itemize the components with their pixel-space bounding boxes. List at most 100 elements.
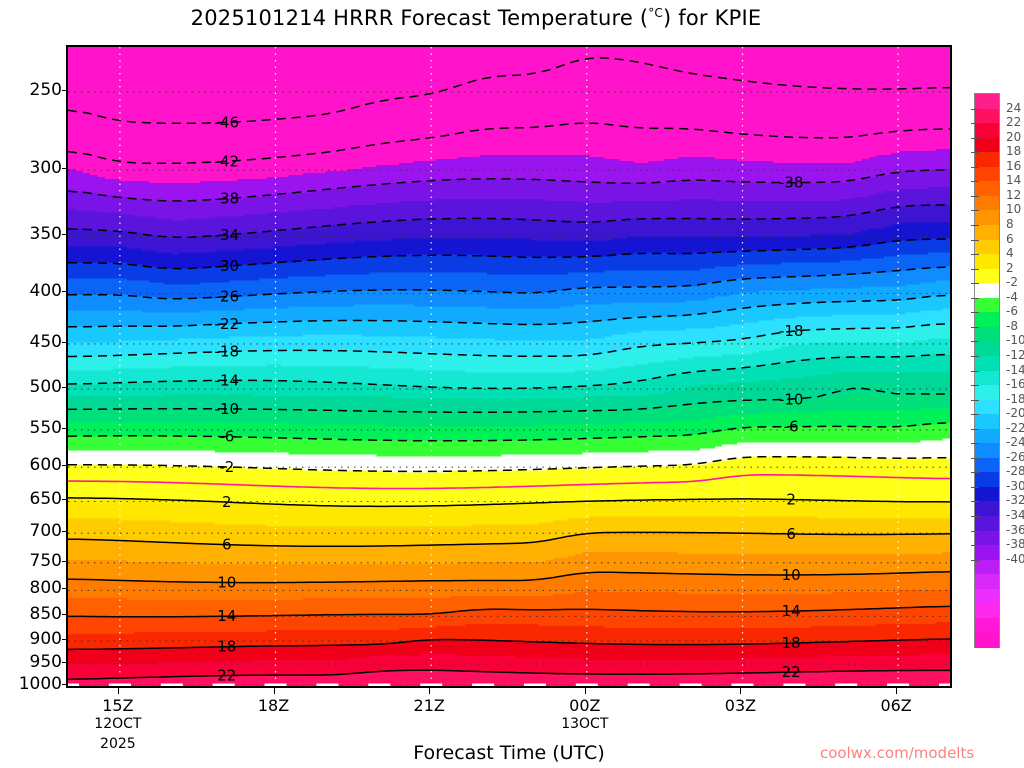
colorbar-label: -32 [1006,493,1024,508]
x-axis-year-label: 2025 [100,736,136,752]
x-axis-label: 18Z [257,696,290,715]
colorbar-tick [971,443,979,445]
contour-label: -2 [219,458,234,476]
colorbar-segment [975,312,999,328]
colorbar-label: -36 [1006,522,1024,537]
colorbar-segment [975,385,999,401]
title-suffix: ) for KPIE [663,6,762,30]
colorbar-tick [971,283,979,285]
contour-line--38 [68,169,950,202]
colorbar-tick [971,268,979,270]
colorbar-label: -10 [1006,333,1024,348]
colorbar-label: -8 [1006,318,1018,333]
colorbar-segment [975,108,999,124]
y-axis-label: 850 [29,604,62,625]
colorbar-label: -20 [1006,406,1024,421]
colorbar-segment [975,428,999,444]
colorbar-segment [975,326,999,342]
y-axis-tick [62,168,67,170]
colorbar-segment [975,94,999,110]
contour-label: -18 [215,343,240,361]
colorbar-label: -22 [1006,420,1024,435]
contour-labels: -46-46-42-42-38-38-38-38-34-34-30-30-26-… [215,113,804,684]
contour-line--22 [68,294,950,328]
colorbar-label: -28 [1006,464,1024,479]
contour-line-0 [68,474,950,490]
y-axis-tick [62,499,67,501]
colorbar-segment [975,239,999,255]
y-axis-label: 450 [29,331,62,352]
colorbar-label: -2 [1006,275,1018,290]
colorbar-label: 18 [1006,144,1022,159]
colorbar-segment [975,457,999,473]
colorbar-label: -16 [1006,377,1024,392]
contour-line--18 [68,322,950,358]
colorbar-tick [971,341,979,343]
y-axis-tick [62,291,67,293]
colorbar-tick [971,210,979,212]
colorbar-tick [971,501,979,503]
colorbar-segment [975,254,999,270]
colorbar-segment [975,472,999,488]
colorbar-tick [971,312,979,314]
y-axis-tick [62,684,67,685]
x-axis-label: 03Z [724,696,757,715]
y-axis-label: 700 [29,521,62,542]
colorbar-segment [975,399,999,415]
colorbar-tick [971,370,979,372]
colorbar-tick [971,297,979,299]
colorbar-label: 8 [1006,216,1014,231]
contour-line-10 [68,571,950,584]
contour-line--30 [68,238,950,270]
x-axis-tick [584,688,586,694]
colorbar-segment [975,123,999,139]
x-axis-date-label: 12OCT [94,716,142,732]
y-axis-tick [62,614,67,616]
contour-label: 10 [782,566,801,584]
colorbar-tick [971,355,979,357]
colorbar-segment [975,341,999,357]
colorbar-label: -38 [1006,537,1024,552]
colorbar-tick [971,137,979,139]
colorbar-label: -30 [1006,478,1024,493]
y-axis-tick [62,465,67,467]
contour-line--26 [68,266,950,300]
y-axis: 250 300 350 400 450 500 550 600 650 700 750 800 850 9… [0,45,67,694]
colorbar-segment [975,181,999,197]
contour-label: 14 [217,607,236,625]
colorbar-tick [971,516,979,518]
colorbar-segment [975,414,999,430]
y-axis-tick [62,387,67,389]
y-axis-label: 650 [29,489,62,510]
contour-label: 10 [217,574,236,592]
contour-label: 2 [222,493,232,511]
plot-area[interactable]: -46 -46 -42 -42 -38 -38 -38 -38 -34 -34 -30 -30 -26-… [66,45,952,688]
y-axis-tick [62,427,67,429]
colorbar-label: -40 [1006,551,1024,566]
watermark: coolwx.com/modelts [820,744,975,762]
colorbar-tick [971,428,979,430]
x-axis-label: 21Z [413,696,445,715]
colorbar-tick [971,166,979,168]
colorbar-label: -24 [1006,435,1024,450]
colorbar-label: 20 [1006,129,1022,144]
colorbar-label: 14 [1006,173,1022,188]
contour-line-18 [68,638,950,651]
colorbar-segment [975,166,999,182]
colorbar-tick [971,239,979,241]
colorbar-label: -4 [1006,289,1018,304]
colorbar-tick [971,224,979,226]
x-axis-label: 00Z [569,696,601,715]
y-axis-label: 750 [29,550,62,571]
colorbar-tick [971,457,979,459]
colorbar-segment [975,559,999,575]
contour-line--42 [68,122,950,165]
contour-label: 2 [786,491,796,509]
colorbar-segment [975,210,999,226]
contour-line--34 [68,204,950,239]
colorbar [971,93,1000,648]
y-axis-label: 550 [29,417,62,438]
contour-label: -38 [215,190,240,208]
colorbar-segment [975,283,999,299]
